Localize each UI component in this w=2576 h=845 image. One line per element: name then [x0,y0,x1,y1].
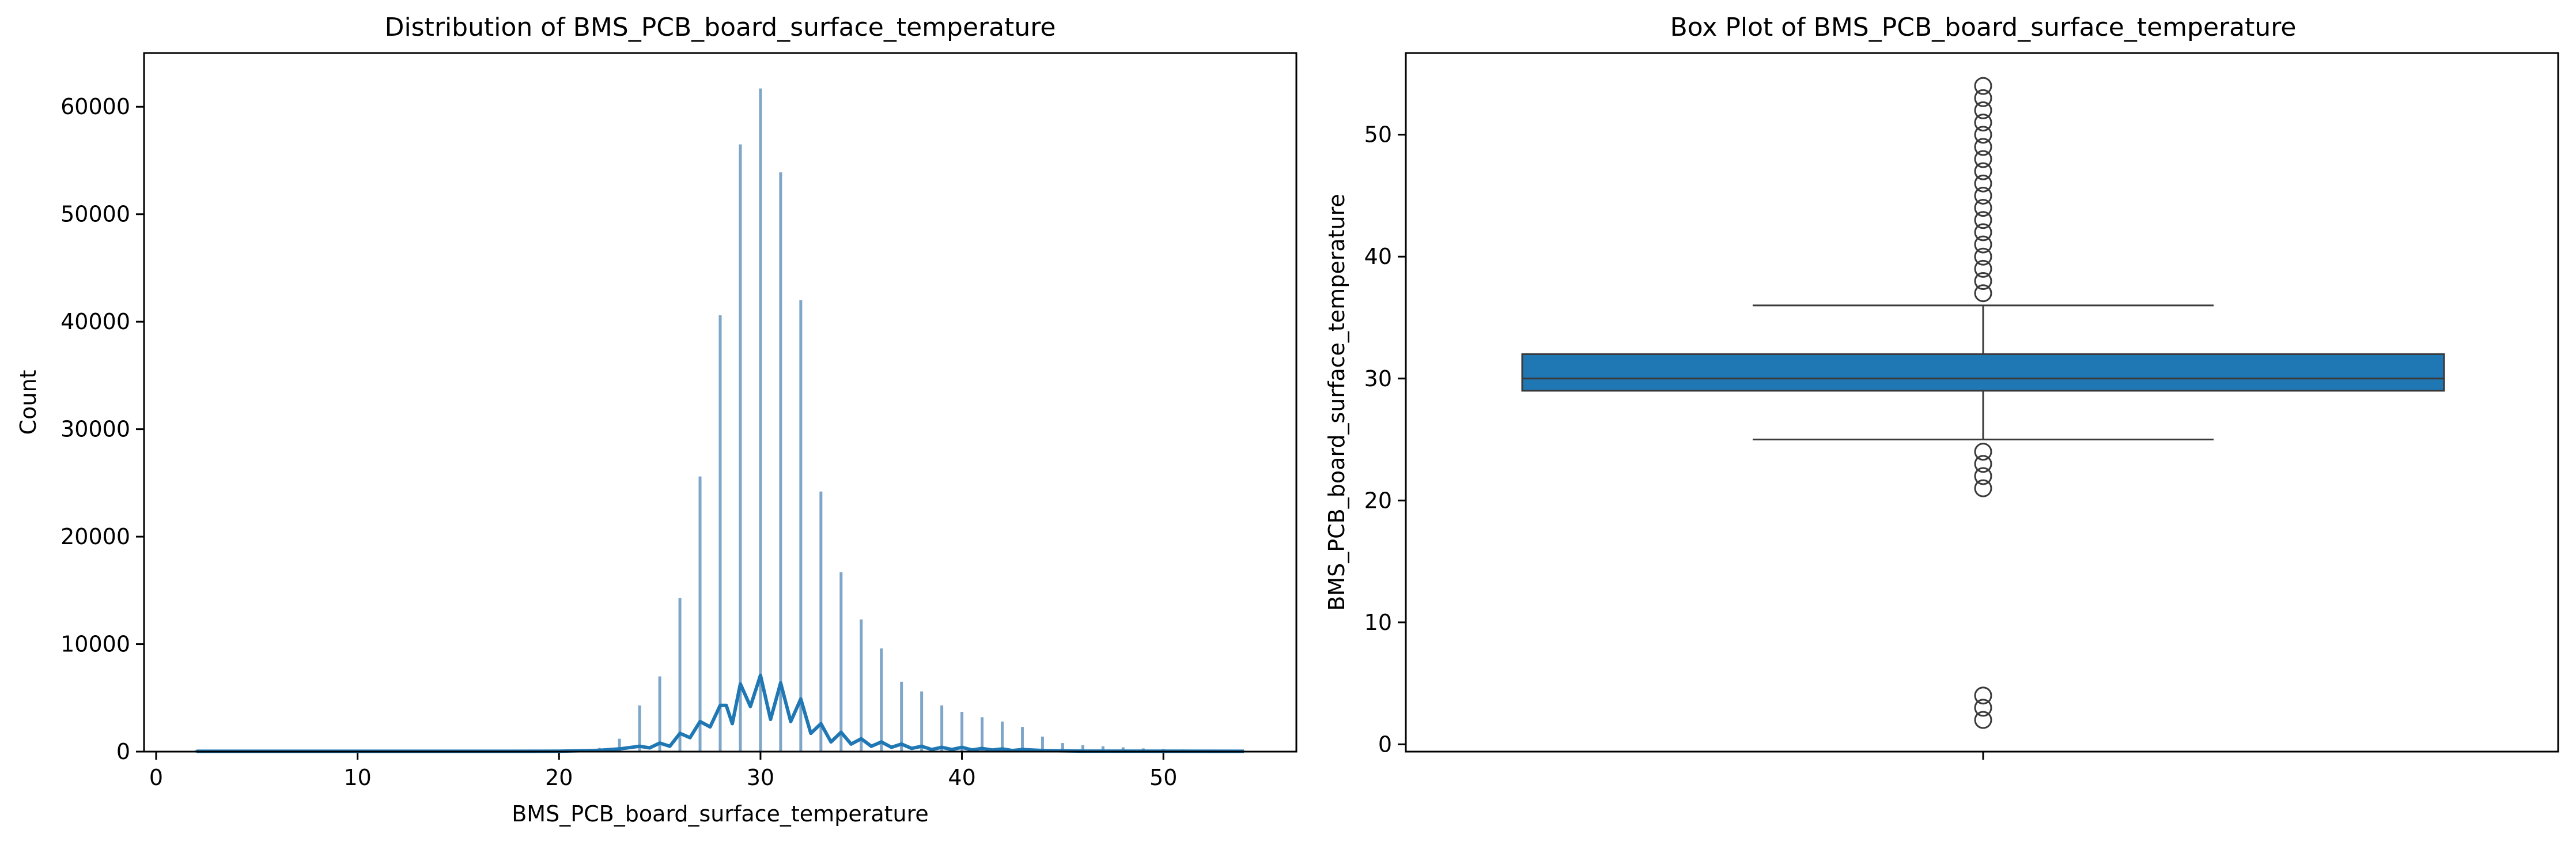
boxplot-outlier-point [1974,259,1992,278]
histogram-bar [1041,736,1044,752]
boxplot-outlier-point [1974,455,1992,473]
histogram-x-tick-label: 10 [343,765,371,790]
histogram-kde-line [196,673,1245,753]
histogram-bar [718,315,722,752]
histogram-y-tick-label: 40000 [60,309,130,334]
histogram-x-tick-label: 50 [1149,765,1177,790]
boxplot-y-ticks: 0 10 20 30 40 50 [1364,122,1406,757]
histogram-bar [1001,721,1004,752]
histogram-x-axis-label: BMS_PCB_board_surface_temperature [512,801,929,827]
boxplot-outlier-point [1974,89,1992,107]
boxplot-outlier-point [1974,272,1992,291]
boxplot-outlier-point [1974,138,1992,156]
boxplot-outlier-point [1974,699,1992,717]
boxplot-y-tick-label: 0 [1378,731,1392,757]
histogram-bar [678,598,682,752]
histogram-bar [799,300,803,752]
histogram-bar [839,572,843,752]
boxplot-outlier-point [1974,174,1992,193]
boxplot-y-tick-label: 40 [1364,244,1392,269]
histogram-x-ticks: 0 10 20 30 40 50 [149,752,1177,790]
boxplot-outlier-point [1974,199,1992,217]
histogram-panel: Distribution of BMS_PCB_board_surface_te… [16,13,1298,827]
histogram-y-ticks: 0 10000 20000 30000 40000 50000 60000 [60,94,144,764]
histogram-y-tick-label: 20000 [60,524,130,549]
boxplot-y-tick-label: 50 [1364,122,1392,148]
boxplot-outlier-point [1974,686,1992,705]
boxplot-title: Box Plot of BMS_PCB_board_surface_temper… [1670,13,2297,42]
histogram-bar [739,144,742,752]
histogram-bar [880,648,883,752]
histogram-y-axis-label: Count [16,370,41,435]
boxplot-outlier-point [1974,247,1992,266]
boxplot-outlier-point [1974,223,1992,242]
histogram-bar [658,676,661,752]
boxplot-outliers [1974,77,1992,729]
boxplot-outlier-point [1974,211,1992,229]
histogram-bar [1081,745,1084,752]
histogram-bar [860,619,863,752]
boxplot-y-tick-label: 30 [1364,366,1392,391]
boxplot-outlier-point [1974,235,1992,254]
boxplot-outlier-point [1974,284,1992,303]
histogram-axes-frame [143,52,1298,753]
histogram-bar [759,88,762,752]
boxplot-outlier-point [1974,114,1992,132]
histogram-bars [195,88,1246,752]
boxplot-outlier-point [1974,711,1992,729]
histogram-bar [618,738,621,752]
boxplot-outlier-point [1974,443,1992,461]
histogram-y-tick-label: 0 [116,739,130,764]
histogram-x-tick-label: 40 [948,765,975,790]
histogram-y-tick-label: 30000 [60,417,130,442]
boxplot-y-tick-label: 20 [1364,488,1392,513]
histogram-bar [638,705,641,752]
histogram-bar [698,476,702,752]
histogram-y-tick-label: 10000 [60,632,130,657]
boxplot-y-tick-label: 10 [1364,610,1392,635]
histogram-bar [940,705,944,752]
histogram-y-tick-label: 60000 [60,94,130,119]
boxplot-outlier-point [1974,162,1992,180]
histogram-bar [1061,743,1064,752]
boxplot-body [1521,304,2445,441]
histogram-x-tick-label: 30 [747,765,774,790]
histogram-y-tick-label: 50000 [60,202,130,227]
boxplot-outlier-point [1974,77,1992,95]
histogram-bar [920,691,924,752]
boxplot-outlier-point [1974,479,1992,497]
boxplot-panel: Box Plot of BMS_PCB_board_surface_temper… [1324,13,2559,760]
boxplot-outlier-point [1974,150,1992,168]
histogram-bar [981,717,984,752]
boxplot-axes-frame [1405,52,2559,753]
histogram-bar [900,681,903,752]
histogram-bar [1020,727,1024,752]
boxplot-outlier-point [1974,467,1992,485]
boxplot-outlier-point [1974,186,1992,205]
histogram-title: Distribution of BMS_PCB_board_surface_te… [385,13,1056,42]
histogram-bar [960,712,964,752]
boxplot-box [1521,353,2445,392]
histogram-x-tick-label: 0 [149,765,163,790]
boxplot-outlier-point [1974,126,1992,144]
histogram-x-tick-label: 20 [545,765,573,790]
boxplot-y-axis-label: BMS_PCB_board_surface_temperature [1324,194,1349,611]
histogram-bar [779,172,782,752]
histogram-bar [819,491,823,752]
boxplot-outlier-point [1974,101,1992,119]
histogram-bar [1101,746,1104,752]
